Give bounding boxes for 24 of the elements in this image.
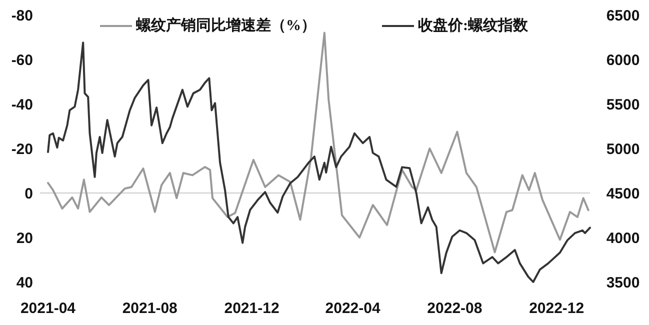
- y2-tick-label: 4000: [606, 230, 640, 247]
- y-tick-label: -60: [11, 52, 33, 69]
- legend-label: 螺纹产销同比增速差（%）: [135, 17, 316, 34]
- y-tick-label: -40: [11, 96, 33, 114]
- x-tick-label: 2021-04: [20, 300, 76, 317]
- x-tick-label: 2022-04: [325, 300, 381, 317]
- x-tick-label: 2022-08: [427, 300, 482, 317]
- y2-tick-label: 6000: [606, 52, 640, 69]
- y2-tick-label: 5500: [606, 96, 640, 114]
- y-tick-label: -20: [11, 140, 33, 158]
- line-series: [47, 42, 591, 283]
- x-tick-label: 2022-12: [529, 300, 584, 317]
- y2-tick-label: 3500: [606, 274, 640, 292]
- y2-tick-label: 6500: [606, 7, 640, 24]
- line-series: [47, 32, 590, 254]
- y-tick-label: 0: [24, 185, 33, 202]
- y2-tick-label: 5000: [606, 140, 640, 158]
- x-tick-label: 2021-08: [122, 300, 178, 317]
- x-tick-label: 2021-12: [224, 300, 280, 317]
- y-tick-label: 40: [16, 274, 33, 292]
- y2-tick-label: 4500: [606, 185, 640, 202]
- y-tick-label: -80: [11, 7, 33, 24]
- y-tick-label: 20: [16, 230, 33, 247]
- legend-label: 收盘价:螺纹指数: [418, 17, 529, 34]
